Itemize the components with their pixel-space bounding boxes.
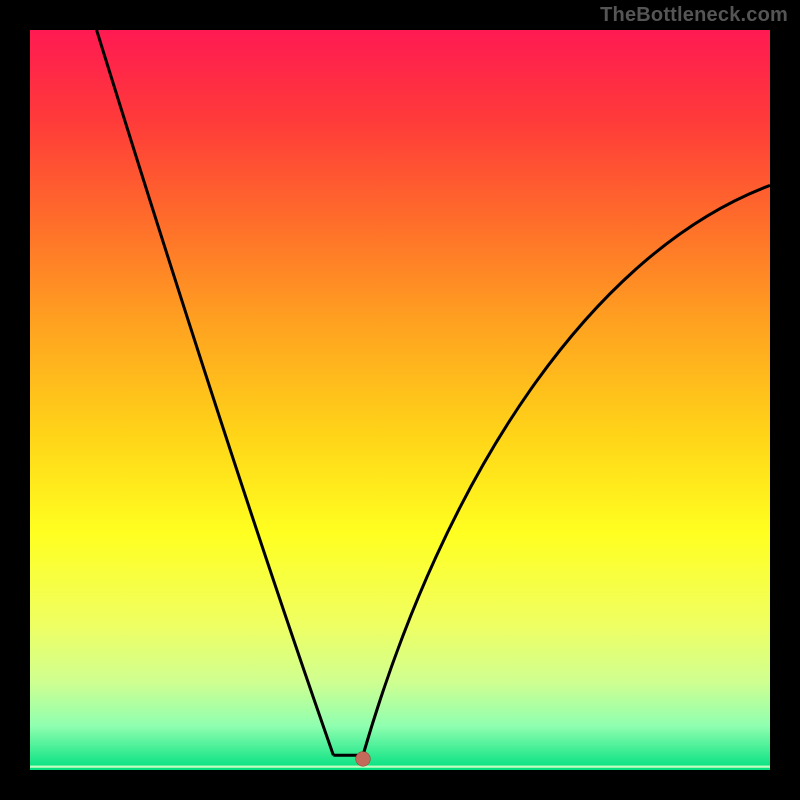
- gradient-background: [30, 30, 770, 770]
- chart-container: TheBottleneck.com: [0, 0, 800, 800]
- plot-svg: [30, 30, 770, 770]
- watermark-text: TheBottleneck.com: [600, 4, 788, 27]
- bottom-thin-strip: [30, 766, 770, 768]
- minimum-marker: [356, 752, 371, 767]
- plot-frame: [30, 30, 770, 770]
